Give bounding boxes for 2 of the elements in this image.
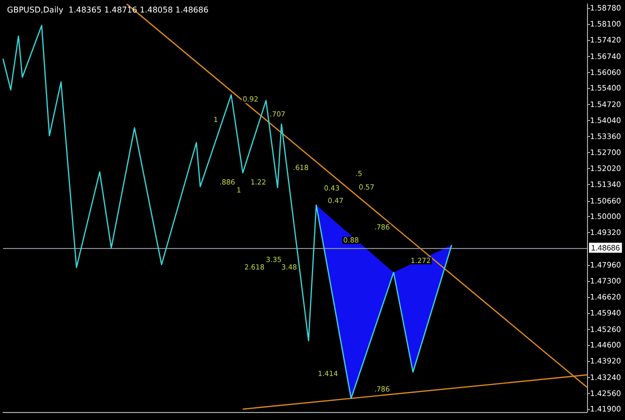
line-series: [2, 24, 452, 400]
ref-line-label: 1.48686: [591, 243, 620, 252]
